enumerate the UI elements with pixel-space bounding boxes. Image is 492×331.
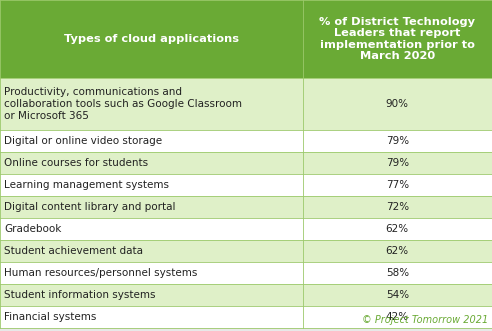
Text: Financial systems: Financial systems [4,312,96,322]
Text: 79%: 79% [386,136,409,146]
Text: 77%: 77% [386,180,409,190]
Text: 72%: 72% [386,202,409,212]
Bar [0,196,303,218]
Bar [303,262,492,284]
Bar [0,152,303,174]
Bar [0,284,303,306]
Bar [0,240,303,262]
Text: Online courses for students: Online courses for students [4,158,148,168]
Bar [0,306,303,328]
Text: Gradebook: Gradebook [4,224,61,234]
Text: 62%: 62% [386,246,409,256]
Bar [303,284,492,306]
Bar [303,0,492,78]
Text: 79%: 79% [386,158,409,168]
Bar [303,174,492,196]
Text: Productivity, communications and
collaboration tools such as Google Classroom
or: Productivity, communications and collabo… [4,87,242,120]
Text: Digital or online video storage: Digital or online video storage [4,136,162,146]
Text: Learning management systems: Learning management systems [4,180,169,190]
Text: Types of cloud applications: Types of cloud applications [64,34,239,44]
Bar [0,130,303,152]
Text: © Project Tomorrow 2021: © Project Tomorrow 2021 [362,315,488,325]
Bar [303,130,492,152]
Bar [0,262,303,284]
Text: Human resources/personnel systems: Human resources/personnel systems [4,268,197,278]
Bar [0,78,303,130]
Bar [0,0,303,78]
Text: 58%: 58% [386,268,409,278]
Bar [303,240,492,262]
Text: Student achievement data: Student achievement data [4,246,143,256]
Text: Student information systems: Student information systems [4,290,155,300]
Text: 54%: 54% [386,290,409,300]
Text: 42%: 42% [386,312,409,322]
Bar [303,196,492,218]
Text: % of District Technology
Leaders that report
implementation prior to
March 2020: % of District Technology Leaders that re… [319,17,475,61]
Bar [303,218,492,240]
Text: 90%: 90% [386,99,409,109]
Bar [303,306,492,328]
Bar [303,152,492,174]
Bar [0,174,303,196]
Bar [303,78,492,130]
Bar [0,218,303,240]
Text: 62%: 62% [386,224,409,234]
Text: Digital content library and portal: Digital content library and portal [4,202,176,212]
